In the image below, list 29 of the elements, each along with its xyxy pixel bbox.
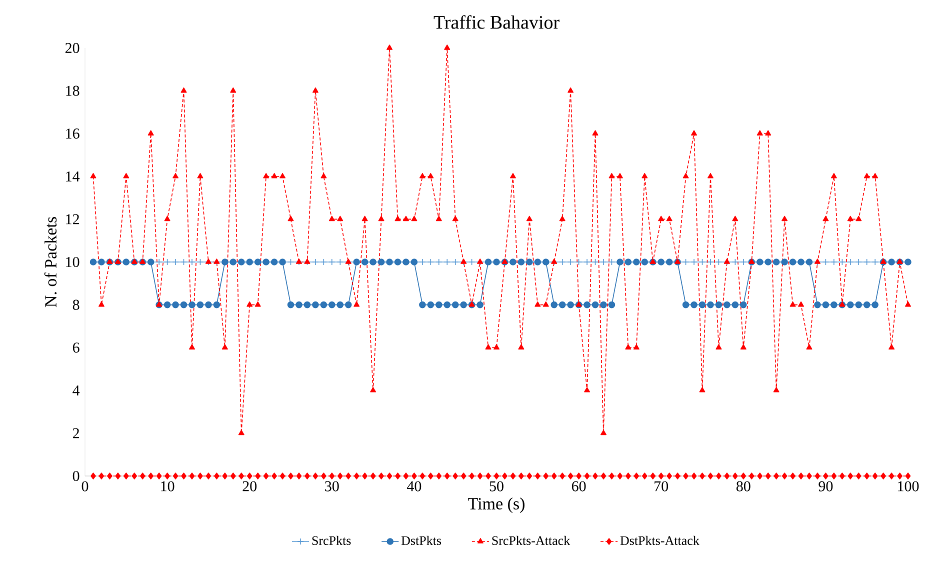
y-axis-title: N. of Packets — [44, 217, 57, 308]
x-axis-title: Time (s) — [468, 498, 524, 513]
y-tick-label: 16 — [66, 128, 80, 139]
legend-label: SrcPkts — [312, 536, 351, 545]
x-tick-label: 20 — [242, 481, 257, 492]
x-tick-label: 40 — [407, 481, 422, 492]
x-tick-label: 100 — [898, 481, 919, 492]
y-tick-label: 2 — [72, 428, 79, 438]
legend-label: DstPkts — [401, 536, 442, 545]
legend-label: DstPkts-Attack — [620, 536, 700, 545]
x-tick-label: 30 — [325, 481, 339, 492]
y-tick-label: 0 — [72, 470, 80, 482]
y-tick-label: 20 — [65, 42, 80, 54]
y-tick-label: 6 — [72, 342, 80, 353]
chart-title: Traffic Bahavior — [434, 15, 560, 29]
x-tick-label: 10 — [161, 481, 174, 492]
legend-label: SrcPkts-Attack — [492, 536, 570, 545]
x-tick-label: 90 — [818, 481, 833, 492]
y-tick-label: 18 — [66, 86, 80, 96]
x-tick-label: 0 — [82, 481, 88, 492]
x-tick-label: 80 — [736, 481, 750, 492]
y-tick-label: 4 — [72, 385, 80, 396]
x-tick-label: 60 — [572, 481, 586, 492]
y-tick-label: 12 — [66, 214, 79, 224]
y-tick-label: 10 — [66, 256, 80, 268]
y-tick-label: 14 — [66, 171, 80, 182]
x-tick-label: 50 — [490, 481, 504, 492]
x-tick-label: 70 — [654, 481, 668, 492]
y-tick-label: 8 — [72, 300, 80, 310]
